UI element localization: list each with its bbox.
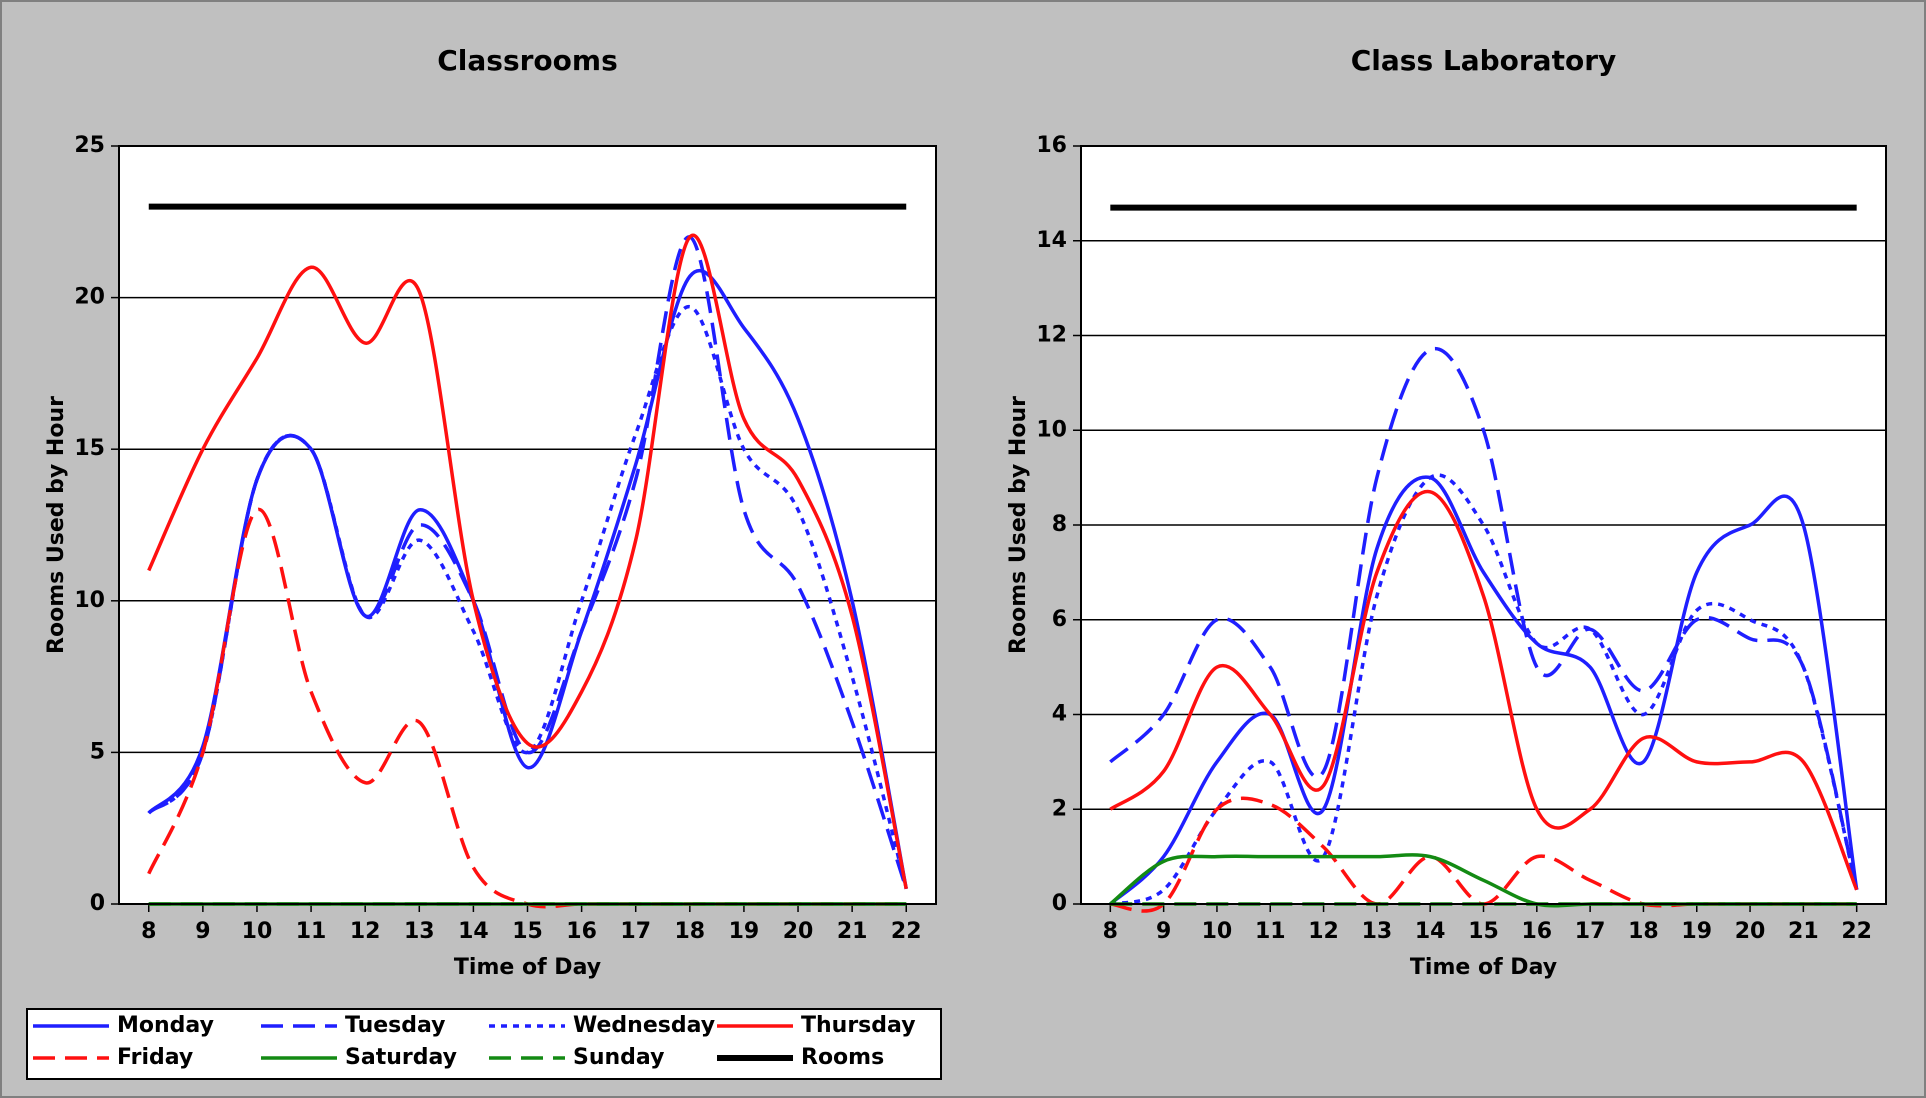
x-tick-label: 8	[141, 919, 156, 944]
y-tick-label: 14	[1036, 228, 1067, 253]
x-tick-label: 14	[1415, 919, 1446, 944]
y-axis-label: Rooms Used by Hour	[44, 396, 69, 654]
x-tick-label: 9	[195, 919, 210, 944]
legend	[26, 1008, 942, 1080]
x-tick-label: 17	[1575, 919, 1606, 944]
series-line	[1109, 489, 1859, 891]
y-tick-label: 8	[1052, 512, 1067, 537]
plot-area	[119, 146, 936, 904]
x-tick-label: 16	[1521, 919, 1552, 944]
y-tick-label: 10	[1036, 417, 1067, 442]
legend-label: Rooms	[801, 1045, 884, 1070]
y-axis-label: Rooms Used by Hour	[1006, 396, 1031, 654]
series-line	[1109, 346, 1859, 891]
y-tick-label: 6	[1052, 607, 1067, 632]
x-axis-label: Time of Day	[454, 955, 601, 980]
x-tick-label: 18	[675, 919, 706, 944]
x-tick-label: 20	[1735, 919, 1766, 944]
y-tick-label: 10	[74, 588, 105, 613]
x-tick-label: 16	[566, 919, 597, 944]
plot-border	[1080, 145, 1887, 905]
legend-label: Sunday	[573, 1045, 664, 1070]
series-line	[147, 508, 907, 909]
plot-border	[118, 145, 937, 905]
x-tick-label: 8	[1103, 919, 1118, 944]
legend-label: Thursday	[801, 1013, 916, 1038]
x-tick-label: 22	[891, 919, 922, 944]
y-tick-label: 20	[74, 285, 105, 310]
x-tick-label: 17	[620, 919, 651, 944]
legend-label: Wednesday	[573, 1013, 715, 1038]
y-tick-label: 15	[74, 436, 105, 461]
x-tick-label: 13	[1362, 919, 1393, 944]
x-tick-label: 21	[1788, 919, 1819, 944]
x-axis-label: Time of Day	[1410, 955, 1557, 980]
x-tick-label: 10	[1202, 919, 1233, 944]
chart-title: Class Laboratory	[1351, 44, 1617, 77]
x-tick-label: 11	[1255, 919, 1286, 944]
x-tick-label: 12	[350, 919, 381, 944]
x-tick-label: 20	[783, 919, 814, 944]
x-tick-label: 19	[1681, 919, 1712, 944]
y-tick-label: 25	[74, 133, 105, 158]
y-tick-label: 4	[1052, 702, 1067, 727]
x-tick-label: 15	[1468, 919, 1499, 944]
y-tick-label: 12	[1036, 323, 1067, 348]
legend-label: Saturday	[345, 1045, 457, 1070]
legend-label: Monday	[117, 1013, 214, 1038]
x-tick-label: 21	[837, 919, 868, 944]
legend-label: Tuesday	[345, 1013, 446, 1038]
y-tick-label: 16	[1036, 133, 1067, 158]
y-tick-label: 2	[1052, 796, 1067, 821]
x-tick-label: 19	[729, 919, 760, 944]
x-tick-label: 12	[1308, 919, 1339, 944]
y-tick-label: 0	[1052, 891, 1067, 916]
chart-title: Classrooms	[437, 44, 618, 77]
legend-label: Friday	[117, 1045, 193, 1070]
x-tick-label: 11	[296, 919, 327, 944]
x-tick-label: 18	[1628, 919, 1659, 944]
y-tick-label: 5	[90, 739, 105, 764]
x-tick-label: 9	[1156, 919, 1171, 944]
x-tick-label: 14	[458, 919, 489, 944]
x-tick-label: 15	[512, 919, 543, 944]
series-line	[1109, 475, 1859, 906]
y-tick-label: 0	[90, 891, 105, 916]
series-line	[147, 233, 908, 890]
x-tick-label: 22	[1841, 919, 1872, 944]
x-tick-label: 13	[404, 919, 435, 944]
x-tick-label: 10	[242, 919, 273, 944]
series-line	[1109, 473, 1859, 906]
